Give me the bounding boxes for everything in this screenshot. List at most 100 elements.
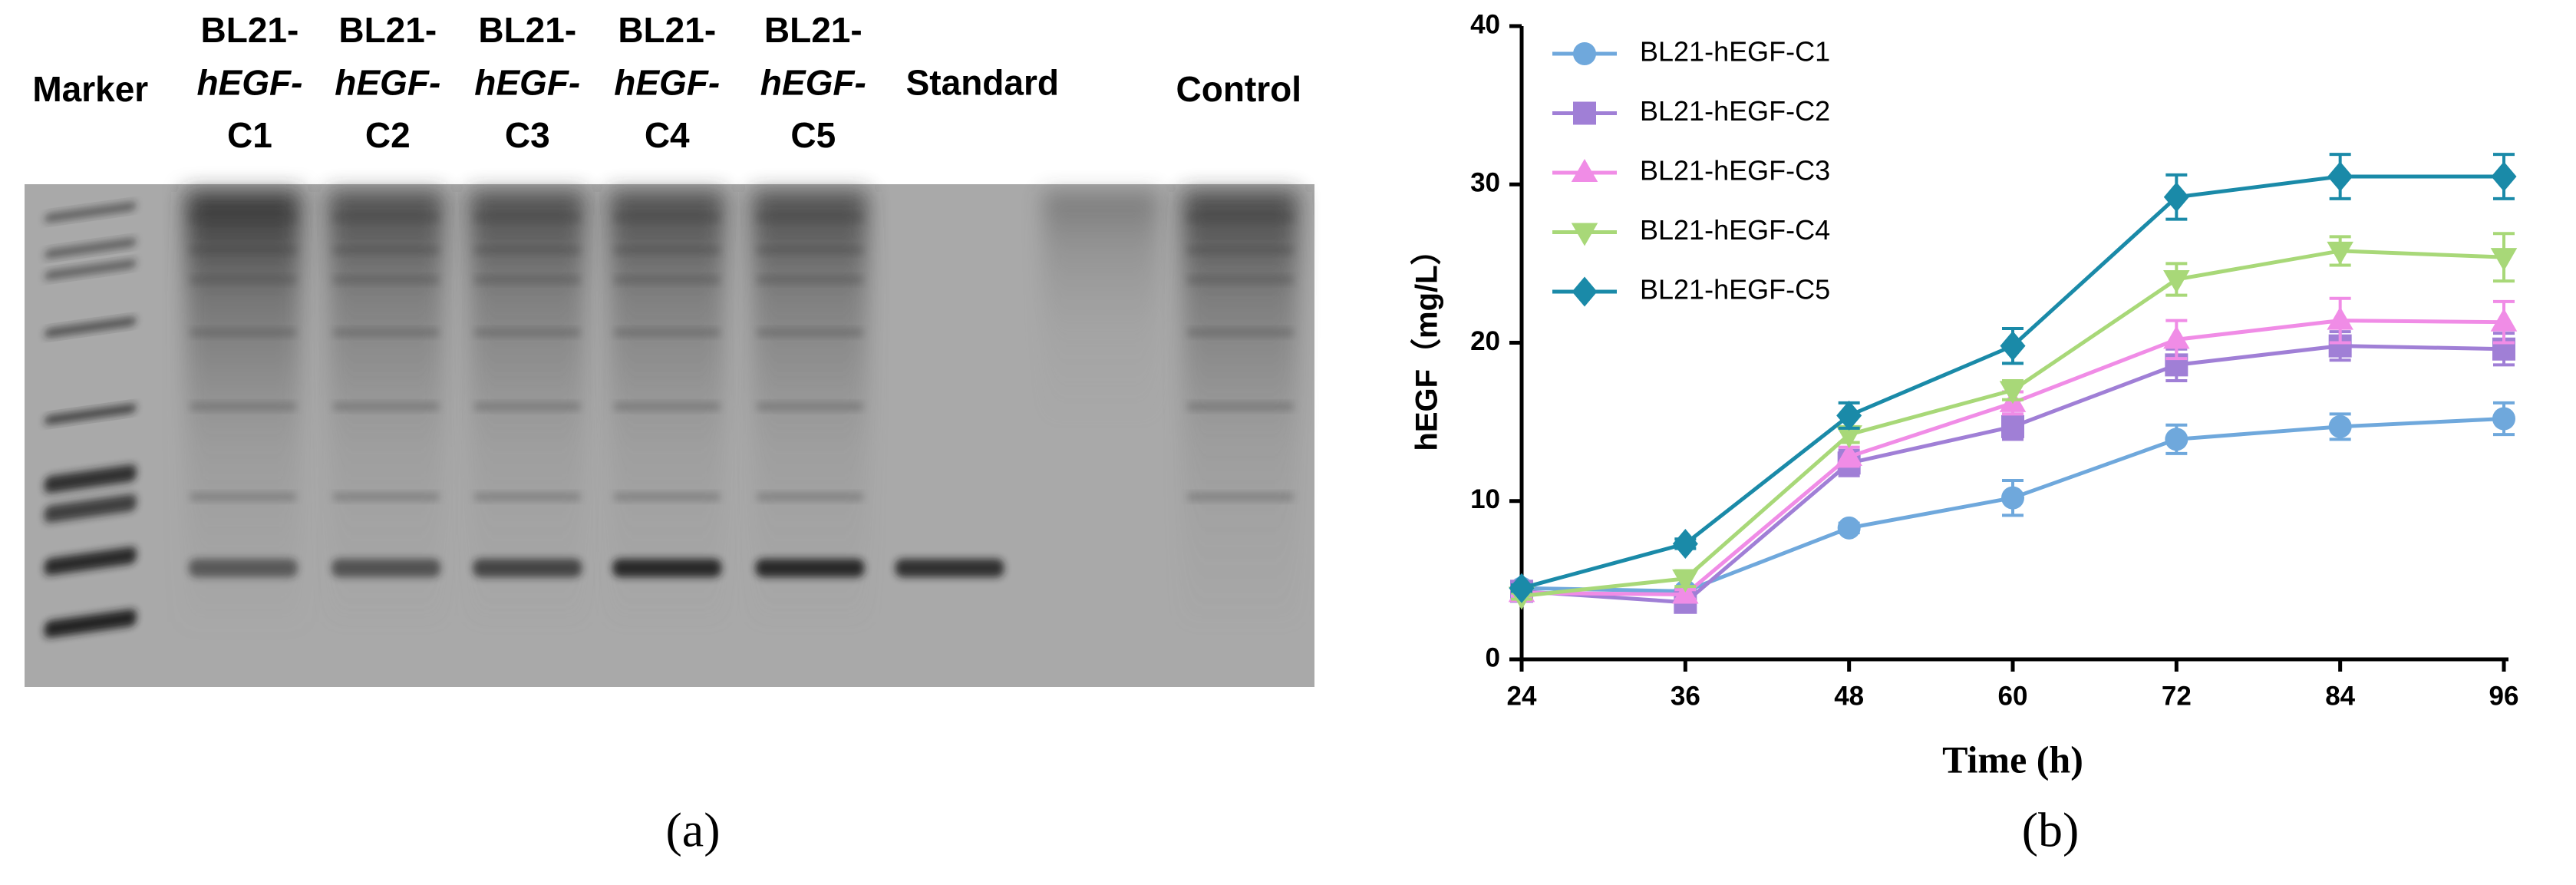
data-point — [1999, 381, 2027, 405]
data-point — [2163, 325, 2190, 349]
legend-marker — [1571, 159, 1598, 182]
gel-band — [1187, 329, 1294, 337]
gel-band — [188, 558, 298, 577]
legend-label: BL21-hEGF-C5 — [1640, 274, 1830, 305]
gel-band — [190, 402, 296, 411]
gel-band — [473, 558, 582, 577]
lane-label: hEGF- — [335, 62, 440, 102]
gel-band — [614, 246, 721, 255]
gel-band — [190, 329, 296, 337]
gel-band — [331, 558, 441, 577]
data-point — [1836, 443, 1862, 466]
panel-caption: (a) — [665, 803, 720, 857]
gel-band — [474, 329, 581, 337]
data-point — [2327, 241, 2353, 265]
lane-label: hEGF- — [614, 62, 720, 102]
lane-label: BL21- — [338, 10, 437, 50]
y-tick-label: 10 — [1470, 484, 1500, 514]
legend-label: BL21-hEGF-C4 — [1640, 214, 1830, 246]
data-point — [2001, 486, 2024, 510]
gel-band — [333, 246, 440, 255]
lane-label: C1 — [227, 115, 272, 155]
gel-band — [1187, 493, 1294, 501]
gel-marker-band — [44, 316, 137, 338]
gel-band — [333, 329, 440, 337]
lane-label: BL21- — [201, 10, 299, 50]
gel-band — [614, 493, 721, 501]
gel-band — [1187, 213, 1294, 222]
gel-band — [614, 329, 721, 337]
x-tick-label: 36 — [1671, 681, 1700, 711]
data-point — [2490, 308, 2518, 332]
lane-label: BL21- — [478, 10, 576, 50]
data-point — [2327, 306, 2353, 330]
lane-label: C3 — [505, 115, 550, 155]
gel-band — [1187, 246, 1294, 255]
data-point — [2000, 331, 2026, 362]
data-point — [1509, 573, 1535, 603]
gel-band — [474, 402, 581, 411]
x-tick-label: 72 — [2162, 681, 2192, 711]
lane-label: Marker — [32, 69, 148, 109]
data-point — [2001, 414, 2024, 438]
gel-marker-band — [44, 259, 137, 280]
lane-label: BL21- — [764, 10, 863, 50]
gel-band — [757, 329, 863, 337]
gel-band — [474, 213, 581, 222]
gel-band — [190, 213, 296, 222]
gel-band — [755, 558, 865, 577]
gel-band — [1187, 402, 1294, 411]
data-point — [2328, 414, 2352, 438]
data-point — [1672, 569, 1699, 593]
gel-band — [190, 246, 296, 255]
lane-label: Control — [1176, 69, 1302, 109]
data-point — [2327, 161, 2353, 192]
data-point — [2492, 407, 2515, 431]
y-tick-label: 30 — [1470, 168, 1500, 198]
gel-marker-band — [44, 609, 137, 638]
y-tick-label: 20 — [1470, 326, 1500, 356]
gel-band — [757, 493, 863, 501]
gel-band — [333, 276, 440, 284]
lane-label: hEGF- — [474, 62, 580, 102]
legend-label: BL21-hEGF-C1 — [1640, 36, 1830, 68]
gel-lane-smear — [1043, 192, 1159, 422]
data-point — [1672, 528, 1698, 559]
gel-band — [474, 493, 581, 501]
data-point — [2163, 182, 2189, 213]
data-point — [1836, 425, 1862, 449]
gel-band — [614, 276, 721, 284]
legend-marker — [1573, 101, 1596, 125]
x-axis-label: Time (h) — [1942, 738, 2083, 781]
x-tick-label: 24 — [1507, 681, 1537, 711]
x-tick-label: 84 — [2325, 681, 2355, 711]
y-tick-label: 40 — [1470, 9, 1500, 39]
lane-label: C2 — [365, 115, 411, 155]
data-point — [2491, 161, 2517, 192]
gel-band — [190, 276, 296, 284]
gel-marker-band — [44, 547, 137, 576]
panel-caption: (b) — [2022, 803, 2080, 857]
gel-band — [190, 493, 296, 501]
gel-marker-band — [44, 464, 137, 494]
gel-band — [757, 246, 863, 255]
gel-band — [614, 402, 721, 411]
data-point — [1837, 516, 1861, 540]
gel-band — [612, 558, 722, 577]
gel-band — [757, 402, 863, 411]
gel-marker-band — [44, 494, 137, 523]
data-point — [2165, 428, 2188, 451]
y-tick-label: 0 — [1486, 642, 1500, 672]
gel-band — [333, 213, 440, 222]
data-point — [2163, 270, 2190, 293]
gel-marker-band — [44, 404, 137, 425]
lane-label: BL21- — [618, 10, 716, 50]
gel-marker-band — [44, 238, 137, 259]
lane-label: hEGF- — [760, 62, 866, 102]
lane-label: C4 — [645, 115, 690, 155]
y-axis-label: hEGF（mg/L） — [1410, 234, 1444, 451]
x-tick-label: 48 — [1834, 681, 1864, 711]
x-tick-label: 96 — [2489, 681, 2519, 711]
gel-band — [757, 276, 863, 284]
